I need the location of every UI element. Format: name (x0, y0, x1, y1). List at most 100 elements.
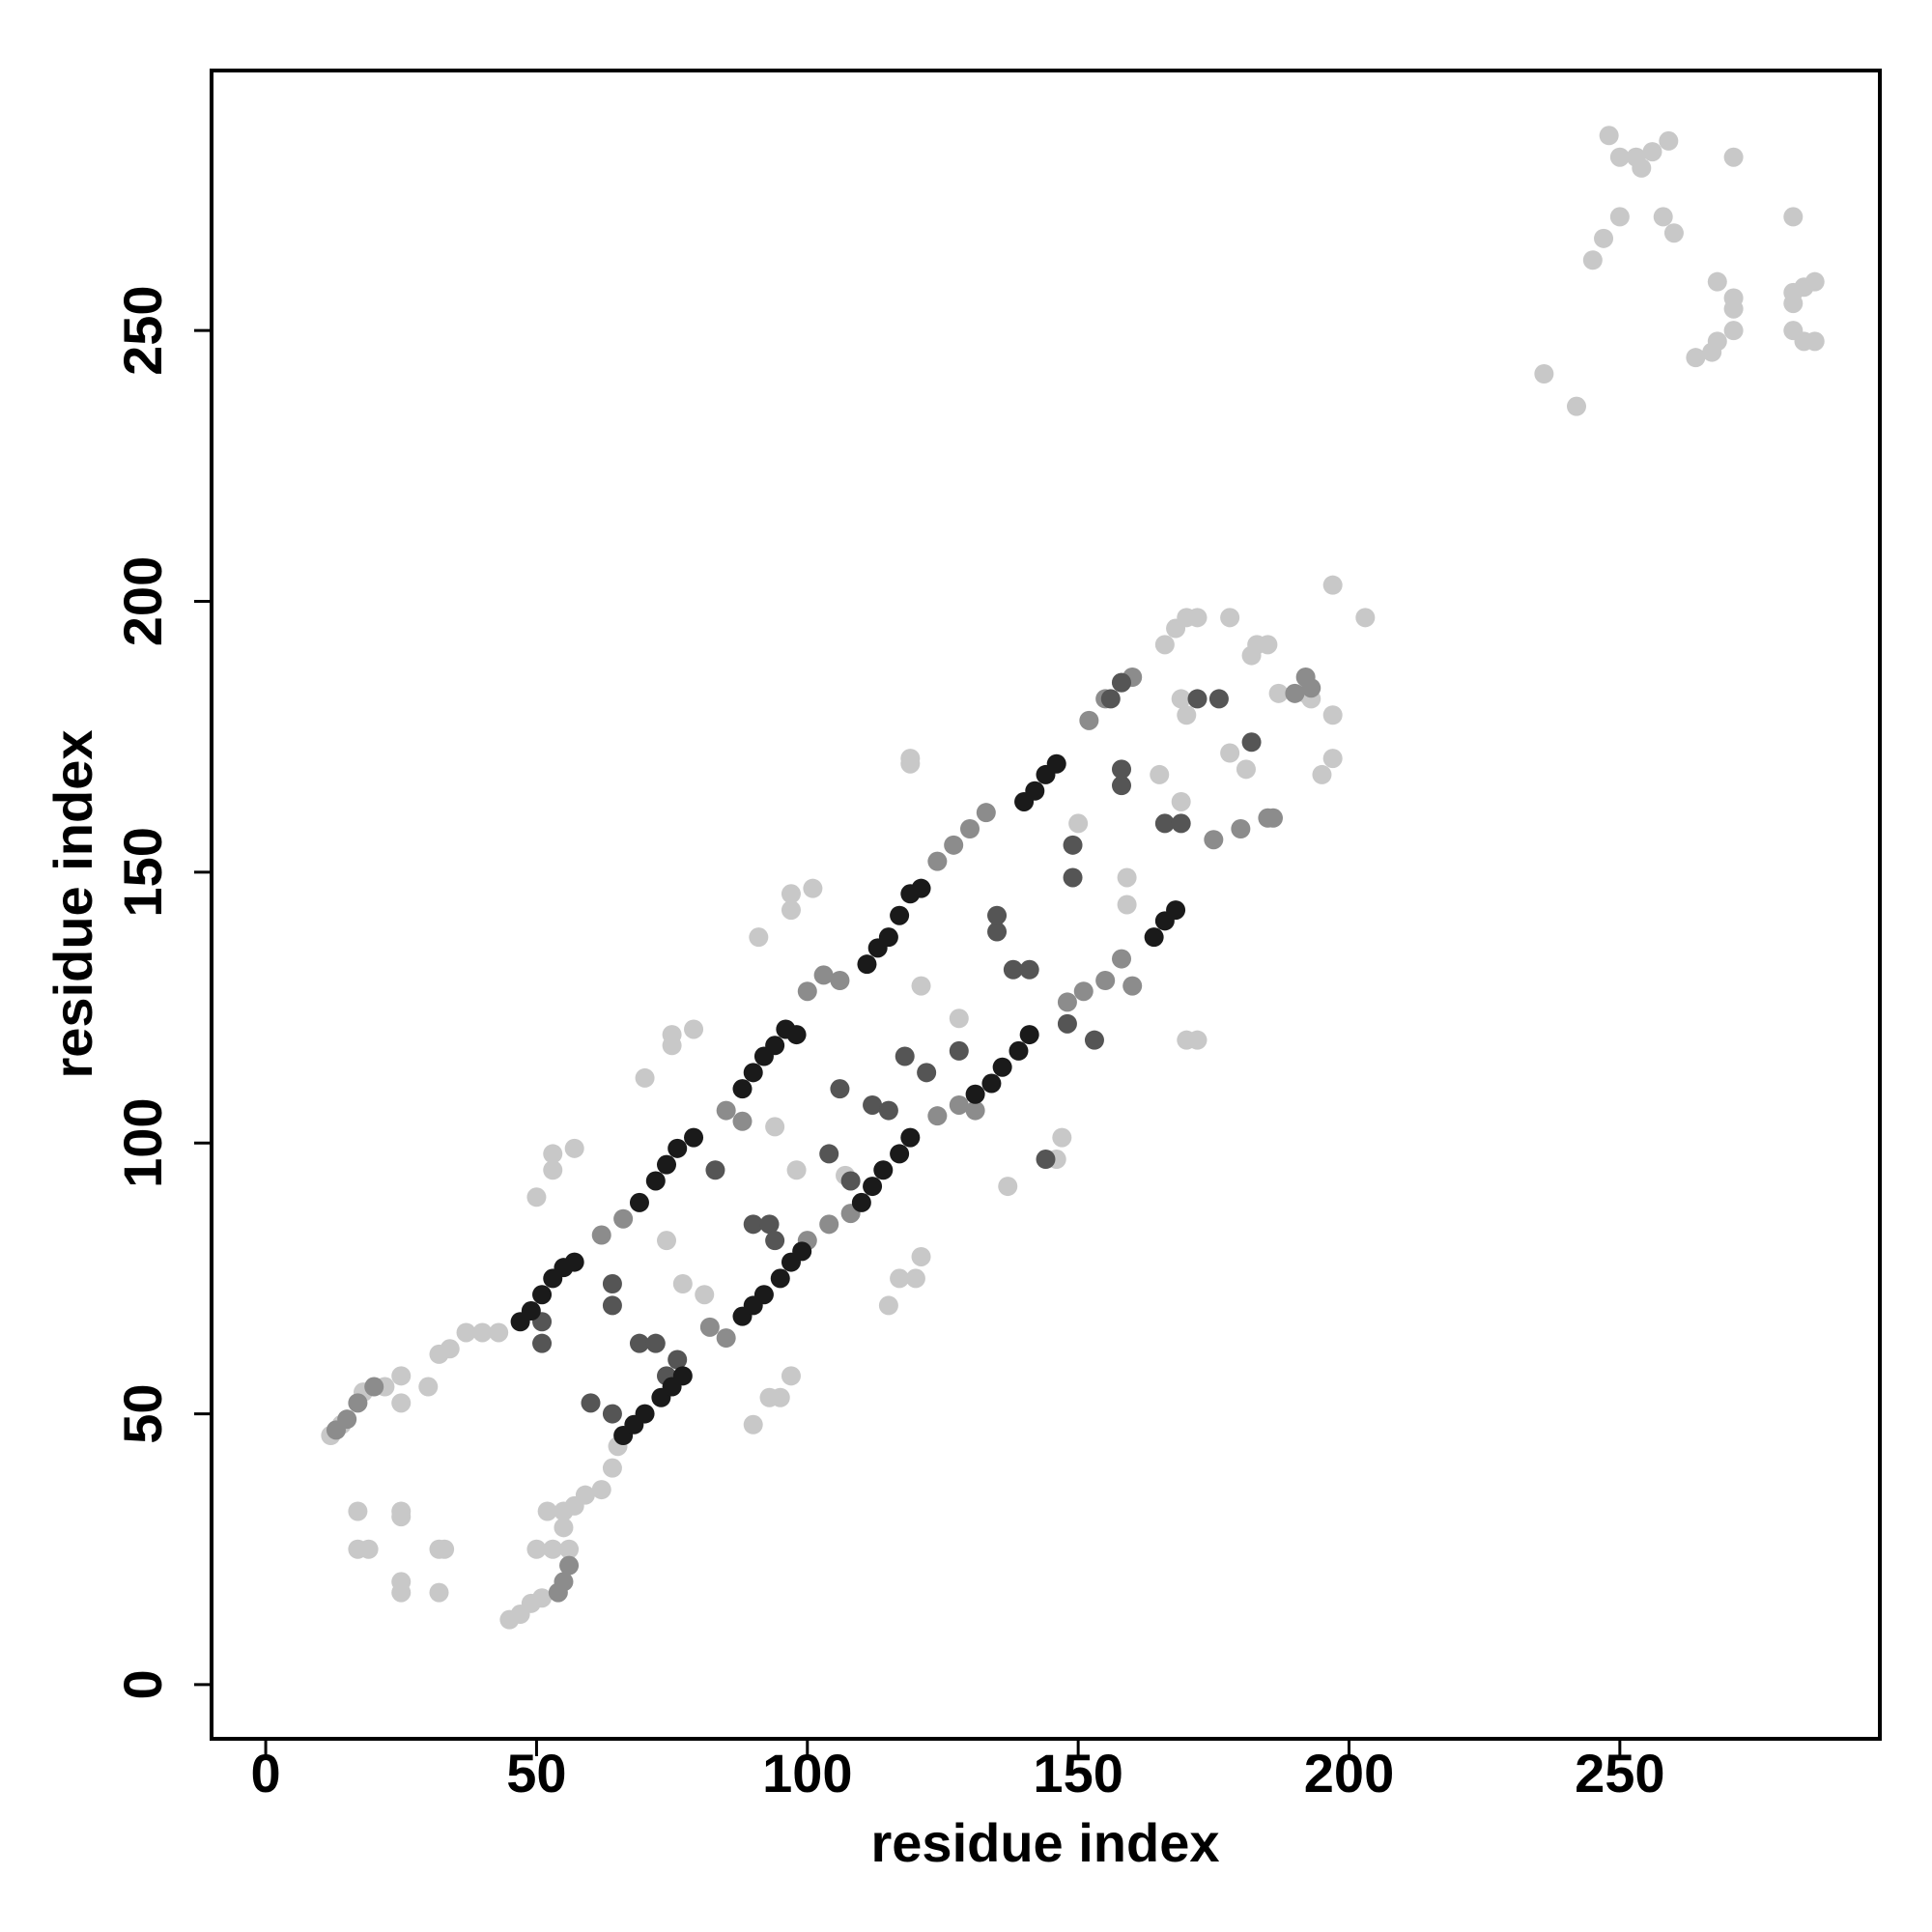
point (1154, 813, 1175, 834)
point (1046, 753, 1066, 774)
point (1322, 749, 1343, 769)
point (1036, 1150, 1056, 1170)
point (1063, 835, 1083, 855)
point (532, 1333, 553, 1353)
point (1686, 348, 1706, 368)
point (635, 1404, 655, 1424)
point (695, 1285, 715, 1305)
point (1609, 147, 1630, 167)
point (391, 1507, 412, 1527)
point (348, 1501, 368, 1521)
point (965, 1100, 985, 1121)
point (749, 927, 769, 948)
points (321, 126, 1825, 1630)
point (602, 1274, 622, 1293)
point (1112, 776, 1131, 796)
point (911, 878, 931, 898)
point (532, 1588, 553, 1608)
point (435, 1539, 455, 1559)
point (391, 1393, 412, 1413)
x-tick-label: 0 (250, 1743, 280, 1804)
point (1122, 976, 1143, 996)
point (895, 1046, 915, 1066)
y-axis-title: residue index (43, 729, 103, 1078)
point (1301, 678, 1321, 698)
point (629, 1192, 649, 1212)
point (1057, 992, 1077, 1012)
point (905, 1268, 925, 1289)
point (743, 1063, 763, 1083)
point (900, 1127, 921, 1148)
y-tick-label: 50 (112, 1383, 173, 1443)
point (1220, 608, 1240, 628)
point (819, 1144, 839, 1164)
point (554, 1518, 574, 1538)
point (1723, 321, 1744, 341)
point (1322, 705, 1343, 725)
point (1723, 147, 1744, 167)
point (1112, 672, 1131, 693)
x-axis-title: residue index (870, 1812, 1219, 1873)
point (564, 1252, 584, 1272)
point (927, 851, 948, 871)
point (1258, 635, 1278, 655)
point (657, 1231, 676, 1251)
point (1268, 683, 1289, 703)
point (526, 1539, 547, 1559)
y-tick-label: 100 (112, 1097, 173, 1187)
y-tick-label: 200 (112, 556, 173, 646)
point (543, 1160, 563, 1180)
point (976, 803, 996, 823)
x-tick-label: 100 (762, 1743, 852, 1804)
point (732, 1111, 753, 1131)
point (543, 1144, 563, 1164)
point (716, 1328, 736, 1349)
point (987, 922, 1008, 942)
point (878, 1295, 898, 1316)
point (337, 1409, 357, 1430)
point (863, 1094, 883, 1115)
point (613, 1208, 634, 1229)
point (1723, 298, 1744, 319)
point (857, 954, 877, 975)
point (1100, 689, 1121, 709)
point (1003, 959, 1023, 980)
point (981, 1073, 1002, 1094)
point (554, 1501, 574, 1521)
point (992, 1057, 1012, 1077)
point (1073, 981, 1094, 1002)
point (364, 1377, 384, 1397)
point (1063, 867, 1083, 888)
point (917, 1063, 937, 1083)
point (1594, 228, 1614, 248)
point (1567, 396, 1586, 416)
y-tick-label: 0 (112, 1669, 173, 1699)
point (1783, 207, 1804, 227)
point (602, 1404, 622, 1424)
point (890, 1144, 910, 1164)
point (1236, 759, 1256, 780)
point (645, 1171, 666, 1191)
point (911, 1246, 931, 1266)
point (987, 905, 1008, 925)
point (521, 1301, 541, 1321)
point (878, 1100, 898, 1121)
point (537, 1501, 557, 1521)
point (770, 1268, 790, 1289)
y-tick-label: 150 (112, 827, 173, 917)
point (440, 1339, 460, 1359)
point (797, 981, 817, 1002)
point (770, 1387, 790, 1407)
point (1171, 791, 1191, 811)
point (786, 1025, 807, 1045)
point (456, 1322, 476, 1343)
point (489, 1322, 509, 1343)
point (668, 1350, 688, 1370)
point (759, 1214, 780, 1235)
point (813, 965, 834, 985)
point (873, 1160, 894, 1180)
point (699, 1317, 720, 1337)
point (1285, 683, 1305, 703)
point (559, 1555, 580, 1576)
point (878, 927, 898, 948)
